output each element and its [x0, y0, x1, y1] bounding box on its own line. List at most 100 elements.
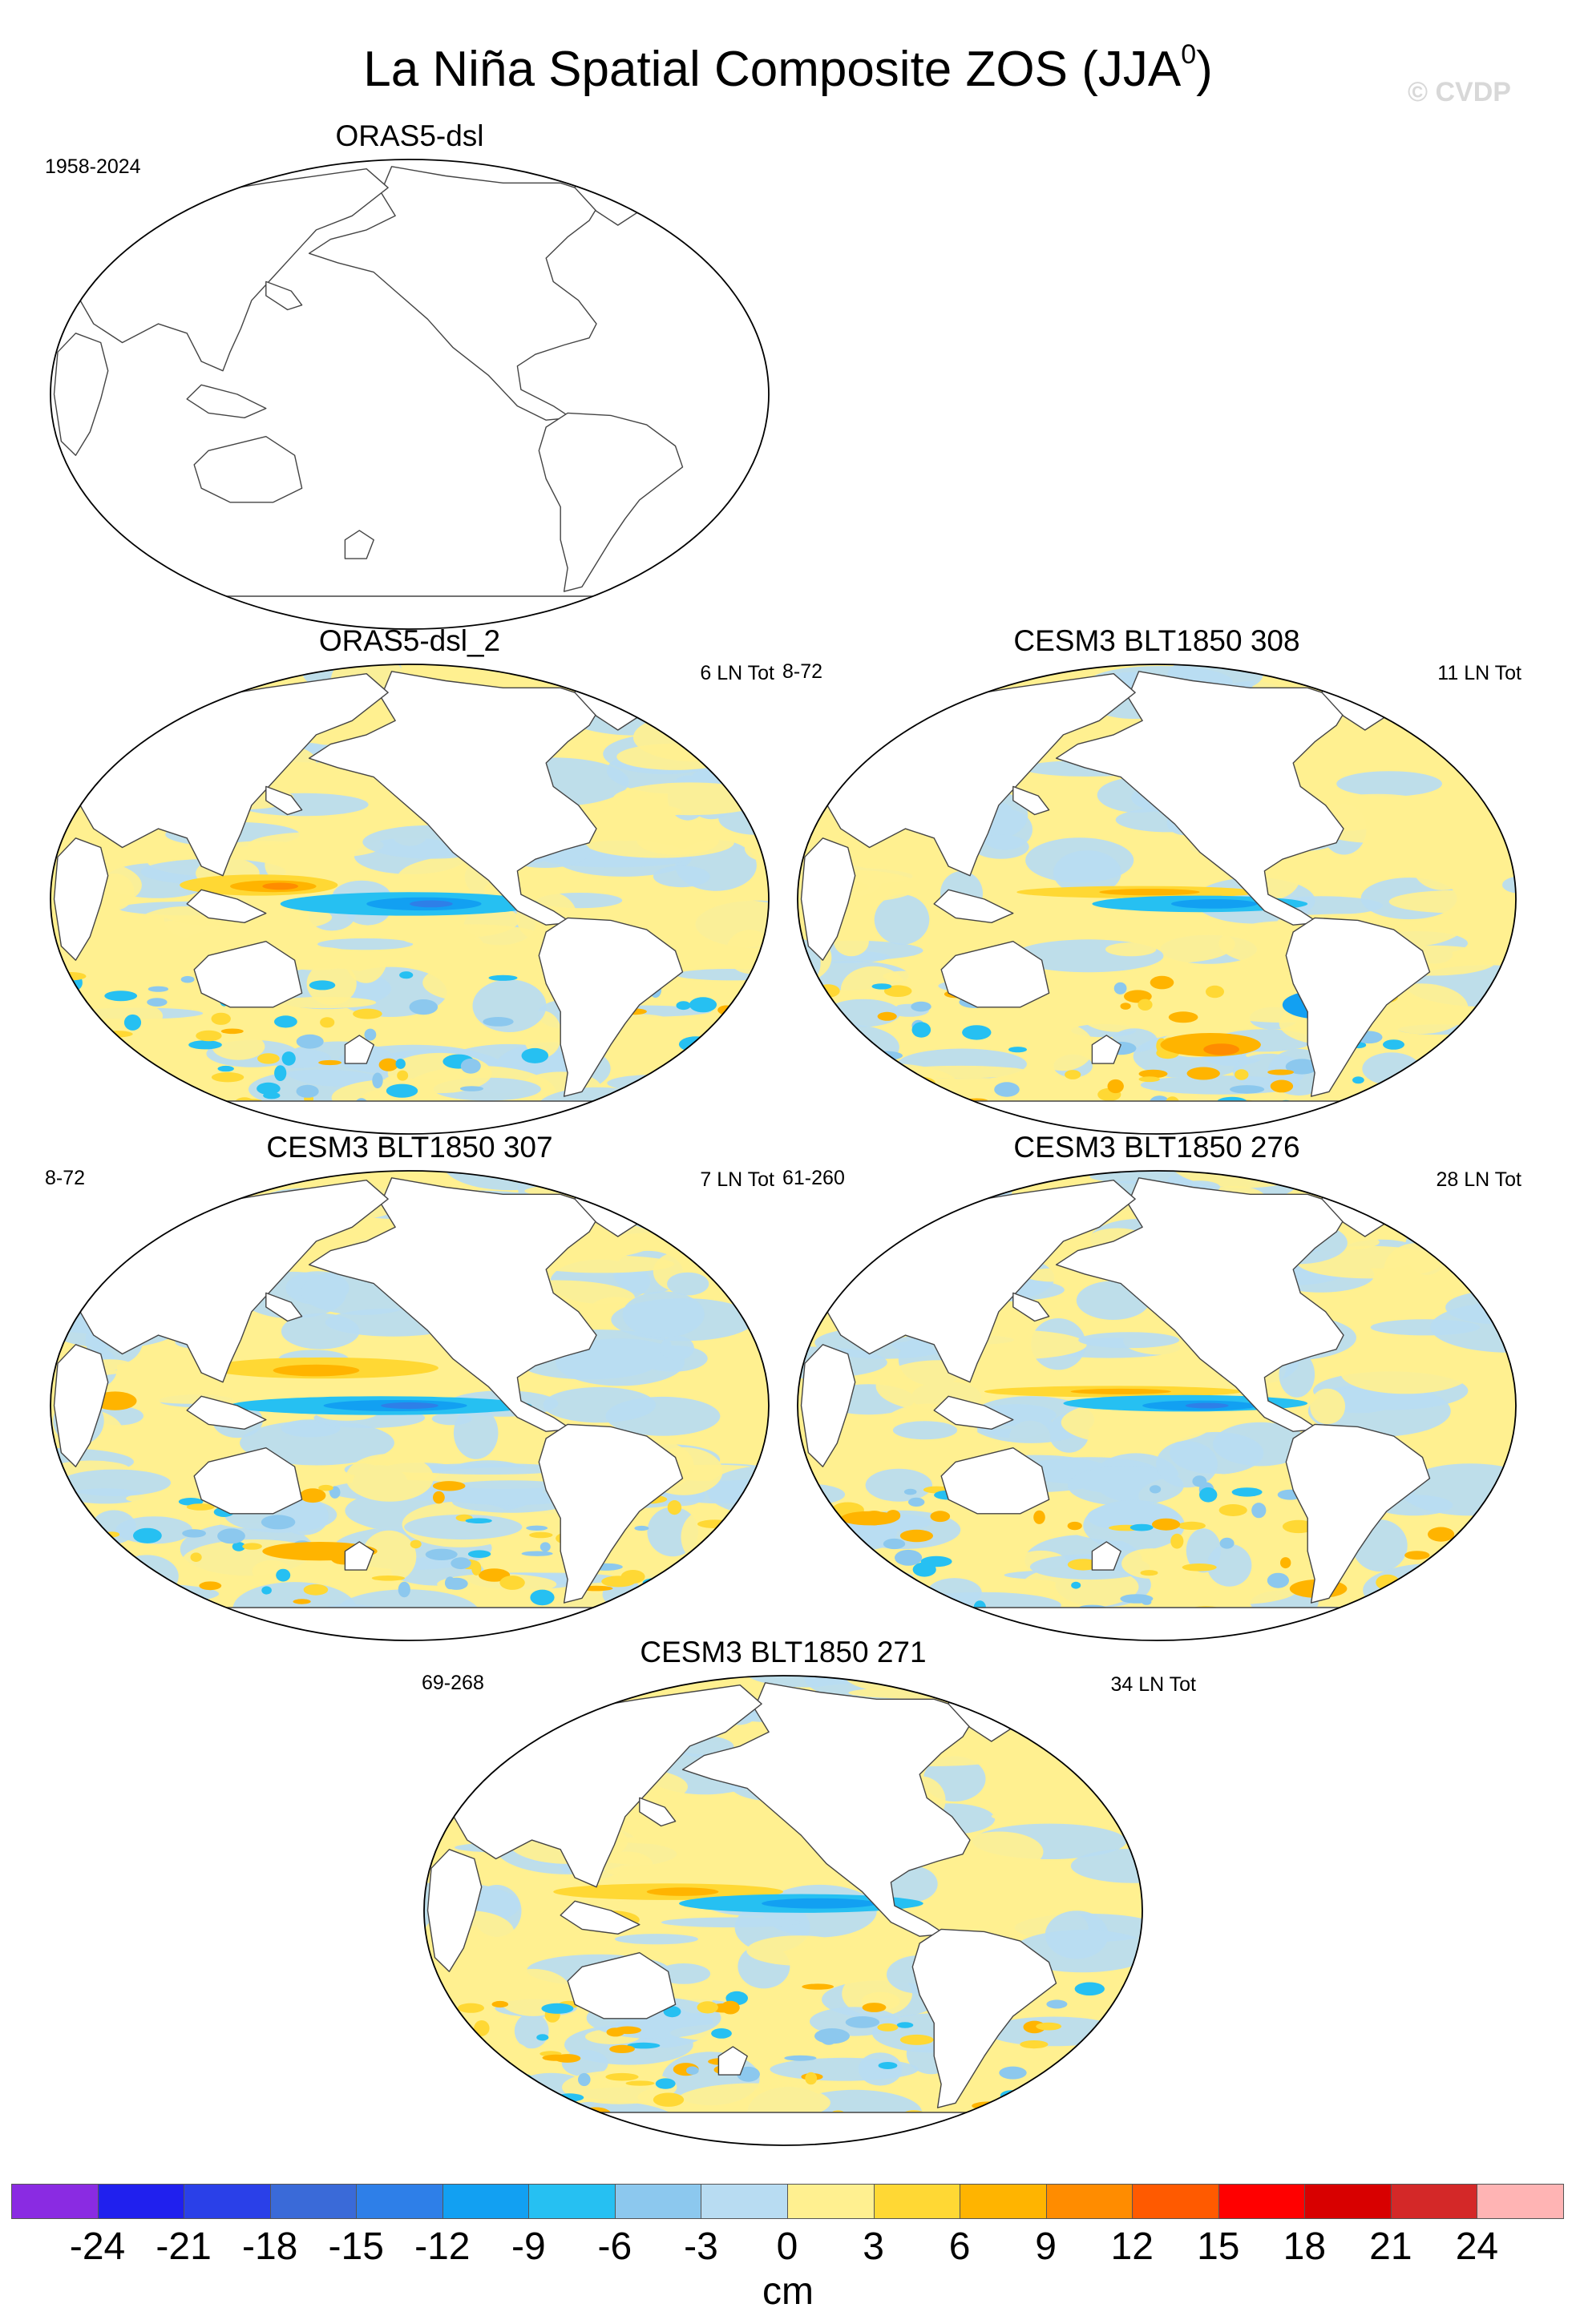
- land-indonesia: [186, 889, 267, 923]
- map-anomaly-patch: [1362, 1052, 1420, 1085]
- land-australia: [940, 941, 1050, 1008]
- land-africa: [426, 1849, 483, 1972]
- colorbar-swatch: [1477, 2184, 1564, 2219]
- land-africa: [53, 1344, 109, 1467]
- map-anomaly-patch: [811, 1591, 847, 1624]
- map-southern-ocean-eddy: [728, 1094, 761, 1104]
- map-anomaly-patch: [596, 1823, 743, 1845]
- map-anomaly-patch: [1396, 1199, 1457, 1239]
- panel-count-label: 7 LN Tot: [700, 1168, 774, 1191]
- map-southern-ocean-eddy: [318, 1059, 342, 1066]
- map-anomaly-patch: [1307, 1385, 1451, 1437]
- map-anomaly-patch: [59, 1178, 169, 1188]
- map-anomaly-patch: [798, 1075, 892, 1097]
- map-southern-ocean-eddy: [127, 1596, 154, 1610]
- land-japan: [265, 785, 303, 816]
- map-anomaly-patch: [687, 1411, 769, 1447]
- map-southern-ocean-eddy: [257, 1082, 281, 1095]
- map-anomaly-patch: [854, 664, 941, 711]
- map-southern-ocean-eddy: [847, 1033, 863, 1046]
- map-anomaly-patch: [1020, 2080, 1068, 2109]
- map-southern-ocean-eddy: [1270, 1079, 1294, 1093]
- map-southern-ocean-eddy: [930, 1511, 951, 1523]
- land-japan: [265, 1292, 303, 1322]
- map-southern-ocean-eddy: [708, 1103, 729, 1117]
- map-anomaly-patch: [1301, 1629, 1353, 1640]
- map-southern-ocean-eddy: [869, 1602, 888, 1608]
- map-anomaly-patch: [798, 1592, 850, 1617]
- map-southern-ocean-eddy: [199, 1581, 222, 1591]
- map-anomaly-patch: [1016, 1703, 1142, 1719]
- map-anomaly-patch: [632, 712, 761, 762]
- map-southern-ocean-eddy: [908, 1497, 925, 1507]
- panel-period-label: 8-72: [782, 660, 823, 683]
- map-anomaly-patch: [240, 1420, 394, 1466]
- land-indonesia: [560, 1900, 641, 1935]
- map-anomaly-patch: [705, 698, 769, 736]
- map-anomaly-patch: [59, 1469, 172, 1496]
- map-anomaly-patch: [701, 1562, 754, 1601]
- map-southern-ocean-eddy: [1186, 1067, 1220, 1080]
- map-anomaly-patch: [212, 1033, 265, 1060]
- map-southern-ocean-eddy: [372, 1072, 383, 1089]
- land-japan: [265, 280, 303, 311]
- map-field: [798, 1171, 1516, 1640]
- map-anomaly-patch: [404, 1514, 523, 1540]
- map-southern-ocean-eddy: [1285, 1059, 1319, 1075]
- map-anomaly-patch: [135, 1621, 267, 1633]
- map-anomaly-patch: [695, 1100, 769, 1130]
- map-anomaly-patch: [641, 1603, 729, 1618]
- map-anomaly-patch: [612, 782, 767, 816]
- colorbar-tick-label: -3: [684, 2225, 718, 2268]
- map-anomaly-patch: [92, 664, 215, 715]
- map-southern-ocean-eddy: [670, 1065, 695, 1074]
- map-southern-ocean-eddy: [1170, 1533, 1184, 1549]
- colorbar-tick-label: 18: [1283, 2225, 1327, 2268]
- map-anomaly-patch: [1413, 1171, 1516, 1181]
- map-southern-ocean-eddy: [491, 2000, 509, 2008]
- map-anomaly-patch: [798, 1047, 855, 1094]
- map-outline: [797, 664, 1517, 1135]
- map-anomaly-patch: [1340, 1353, 1471, 1394]
- map-anomaly-patch: [677, 1206, 717, 1246]
- map-anomaly-patch: [657, 1076, 736, 1087]
- map-southern-ocean-eddy: [752, 1529, 764, 1539]
- land-south-america: [1285, 917, 1431, 1097]
- land-australia: [193, 436, 303, 503]
- map-southern-ocean-eddy: [1282, 1519, 1315, 1534]
- map-southern-ocean-eddy: [736, 1599, 767, 1612]
- map-anomaly-patch: [1088, 1676, 1142, 1701]
- map-southern-ocean-eddy: [1008, 1047, 1027, 1053]
- panel-period-label: 61-260: [782, 1167, 845, 1189]
- map-anomaly-patch: [84, 664, 206, 685]
- map-svg: [423, 1675, 1143, 2146]
- map-southern-ocean-eddy: [1074, 1982, 1105, 1996]
- map-southern-ocean-eddy: [1457, 1086, 1480, 1100]
- map-anomaly-patch: [816, 1173, 911, 1184]
- map-outline: [50, 159, 770, 630]
- map-anomaly-patch: [1388, 1593, 1516, 1616]
- map-anomaly-patch: [673, 1583, 736, 1609]
- map-anomaly-patch: [457, 1727, 508, 1738]
- land-africa: [53, 837, 109, 961]
- map-anomaly-patch: [51, 732, 123, 761]
- map-southern-ocean-eddy: [1150, 1485, 1162, 1494]
- map-southern-ocean-eddy: [526, 1525, 548, 1531]
- map-anomaly-patch: [600, 1851, 653, 1877]
- map-anomaly-patch: [281, 1313, 360, 1350]
- map-southern-ocean-eddy: [1465, 1082, 1496, 1089]
- map-anomaly-patch: [834, 926, 869, 957]
- map-southern-ocean-eddy: [1425, 1608, 1442, 1621]
- map-southern-ocean-eddy: [479, 1568, 511, 1582]
- map-southern-ocean-eddy: [1138, 999, 1153, 1011]
- map-southern-ocean-eddy: [460, 1058, 481, 1074]
- map-southern-ocean-eddy: [232, 1542, 246, 1551]
- colorbar-swatch: [1218, 2184, 1306, 2219]
- map-enso-feature: [1203, 1043, 1239, 1055]
- colorbar-swatch: [960, 2184, 1047, 2219]
- map-southern-ocean-eddy: [104, 991, 138, 1002]
- map-anomaly-patch: [725, 763, 769, 797]
- map-southern-ocean-eddy: [1235, 1069, 1249, 1080]
- map-southern-ocean-eddy: [899, 1605, 921, 1613]
- map-anomaly-patch: [798, 1065, 867, 1117]
